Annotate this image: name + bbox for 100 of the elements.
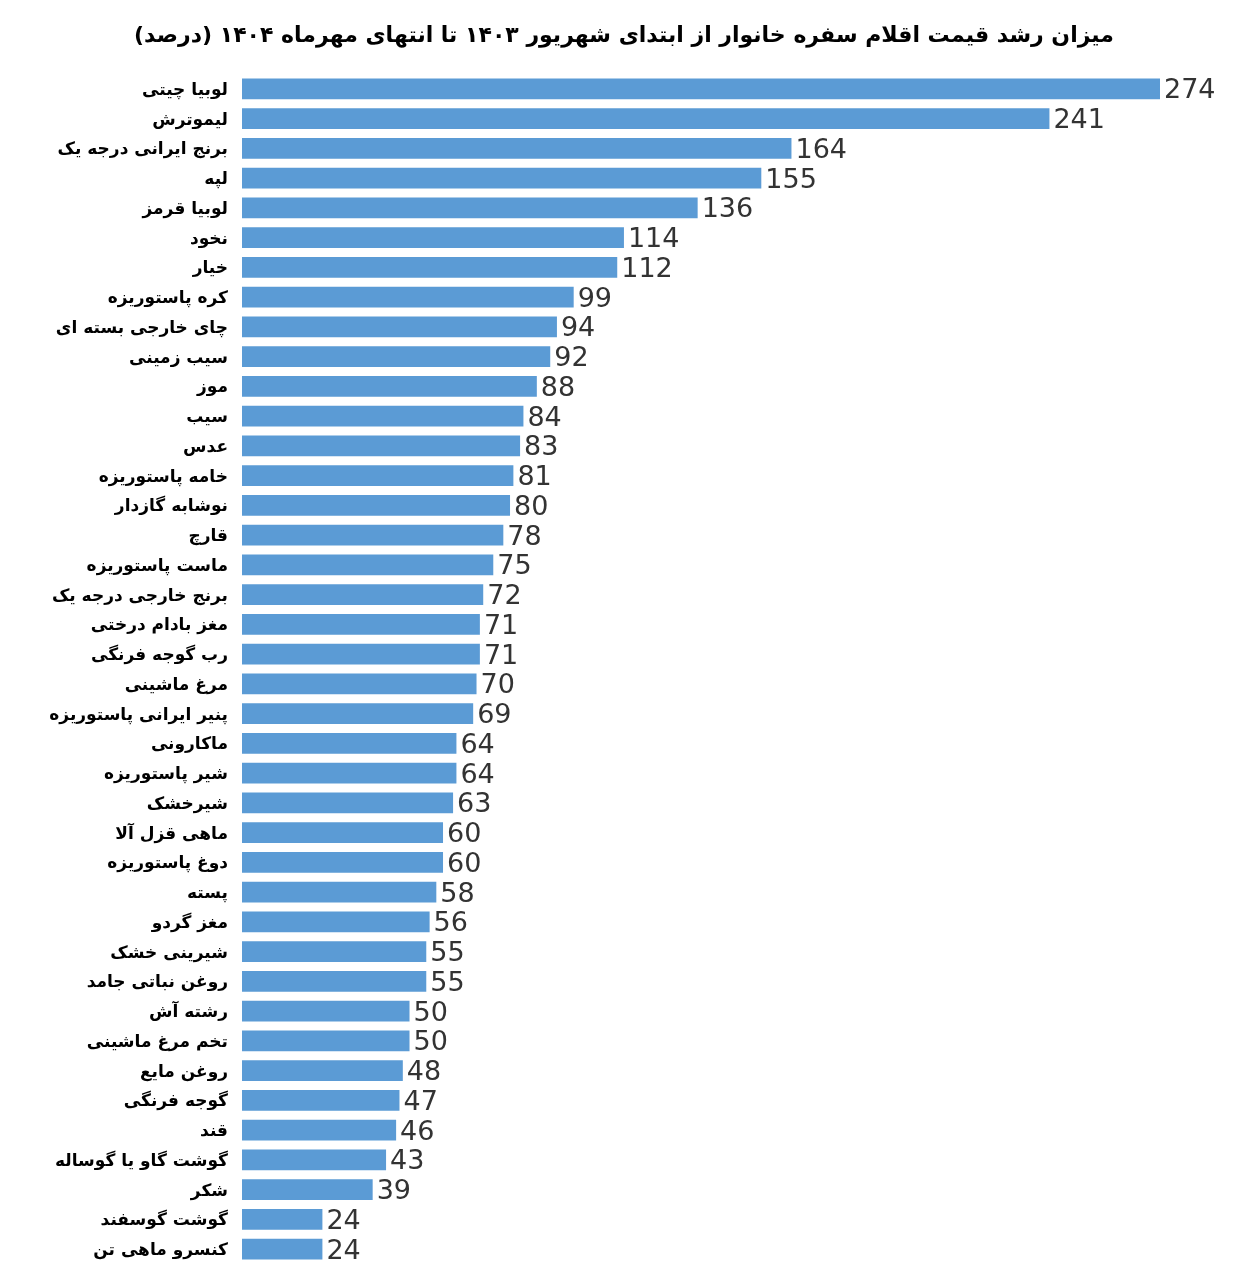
- bar: [242, 1060, 403, 1082]
- data-label: 72: [487, 579, 522, 611]
- data-label: 48: [406, 1055, 442, 1087]
- y-tick-label: گوشت گوسفند: [100, 1209, 229, 1231]
- bar: [242, 494, 511, 516]
- bar: [242, 78, 1160, 100]
- bar: [242, 703, 474, 725]
- bar: [242, 613, 480, 635]
- bar: [242, 256, 618, 278]
- data-label: 84: [527, 400, 562, 432]
- bar: [242, 137, 792, 159]
- data-label: 60: [447, 846, 482, 878]
- bar: [242, 881, 437, 903]
- data-label: 94: [560, 311, 596, 343]
- bar: [242, 851, 444, 873]
- data-label: 241: [1053, 103, 1105, 135]
- y-tick-label: مغز گردو: [150, 911, 228, 933]
- y-tick-label: چای خارجی بسته ای: [55, 316, 228, 338]
- data-label: 58: [440, 876, 475, 908]
- data-label: 43: [390, 1144, 425, 1176]
- data-label: 24: [326, 1233, 361, 1265]
- y-tick-label: خامه پاستوریزه: [98, 465, 228, 487]
- y-tick-label: گوجه فرنگی: [123, 1090, 229, 1112]
- y-tick-label: دوغ پاستوریزه: [107, 852, 229, 874]
- bar: [242, 762, 457, 784]
- y-tick-label: ماکارونی: [150, 733, 228, 755]
- y-tick-label: روغن نباتی جامد: [86, 971, 228, 993]
- data-label: 70: [480, 668, 515, 700]
- y-tick-label: مغز بادام درختی: [90, 614, 228, 636]
- bar: [242, 465, 514, 487]
- data-label: 71: [483, 638, 519, 670]
- bar: [242, 405, 524, 427]
- y-tick-label: موز: [196, 376, 228, 398]
- bar: [242, 435, 521, 457]
- y-tick-label: گوشت گاو یا گوساله: [55, 1149, 229, 1171]
- bar: [242, 822, 444, 844]
- bar: [242, 1119, 397, 1141]
- bar: [242, 584, 484, 606]
- data-label: 24: [326, 1203, 361, 1235]
- data-label: 55: [430, 965, 465, 997]
- data-label: 80: [514, 489, 549, 521]
- y-tick-label: برنج ایرانی درجه یک: [57, 138, 228, 160]
- y-tick-label: شیرینی خشک: [110, 941, 228, 963]
- y-tick-label: کنسرو ماهی تن: [93, 1239, 229, 1261]
- bar: [242, 167, 762, 189]
- bar: [242, 375, 537, 397]
- data-label: 63: [457, 787, 492, 819]
- bar: [242, 1208, 323, 1230]
- bar: [242, 1179, 373, 1201]
- y-tick-label: مرغ ماشینی: [124, 673, 228, 695]
- bar: [242, 108, 1050, 130]
- y-tick-label: پسته: [187, 882, 228, 904]
- y-tick-label: لپه: [204, 168, 228, 190]
- y-tick-label: رشته آش: [149, 1000, 228, 1022]
- data-label: 114: [627, 222, 680, 254]
- y-tick-label: نخود: [189, 227, 228, 249]
- bar: [242, 643, 480, 665]
- y-tick-label: شیرخشک: [146, 792, 228, 814]
- bar: [242, 554, 494, 576]
- data-label: 83: [524, 430, 559, 462]
- y-tick-label: شیر پاستوریزه: [103, 763, 228, 785]
- data-label: 99: [577, 281, 613, 313]
- bar: [242, 197, 698, 219]
- bar: [242, 732, 457, 754]
- bar: [242, 1238, 323, 1260]
- y-tick-label: پنیر ایرانی پاستوریزه: [49, 703, 228, 725]
- data-label: 64: [460, 727, 495, 759]
- bar: [242, 346, 551, 368]
- data-label: 50: [413, 995, 448, 1027]
- y-tick-label: قند: [200, 1120, 228, 1141]
- data-label: 56: [433, 906, 468, 938]
- data-label: 60: [447, 817, 482, 849]
- y-tick-label: روغن مایع: [139, 1060, 228, 1082]
- data-label: 88: [540, 370, 576, 402]
- y-tick-label: خیار: [191, 257, 228, 278]
- data-label: 64: [460, 757, 495, 789]
- y-tick-label: سیب: [186, 406, 228, 427]
- y-tick-label: لوبیا چیتی: [142, 78, 228, 100]
- bar: [242, 524, 504, 546]
- bar: [242, 911, 430, 933]
- data-label: 112: [621, 251, 673, 283]
- data-label: 50: [413, 1025, 448, 1057]
- bar: [242, 1000, 410, 1022]
- data-label: 164: [795, 132, 848, 164]
- y-tick-label: عدس: [183, 435, 228, 456]
- y-tick-label: تخم مرغ ماشینی: [86, 1030, 228, 1052]
- y-tick-label: کره پاستوریزه: [107, 287, 229, 309]
- bar: [242, 673, 477, 695]
- data-label: 46: [400, 1114, 435, 1146]
- bar: [242, 1089, 400, 1111]
- y-tick-label: برنج خارجی درجه یک: [51, 584, 228, 606]
- y-tick-label: لیموترش: [152, 108, 228, 130]
- y-tick-label: سیب زمینی: [129, 346, 228, 367]
- data-label: 71: [483, 608, 519, 640]
- y-tick-label: نوشابه گازدار: [113, 495, 228, 517]
- bar: [242, 1030, 410, 1052]
- data-label: 47: [403, 1084, 438, 1116]
- bar: [242, 227, 624, 249]
- data-label: 75: [497, 549, 532, 581]
- y-tick-label: قارچ: [188, 525, 228, 547]
